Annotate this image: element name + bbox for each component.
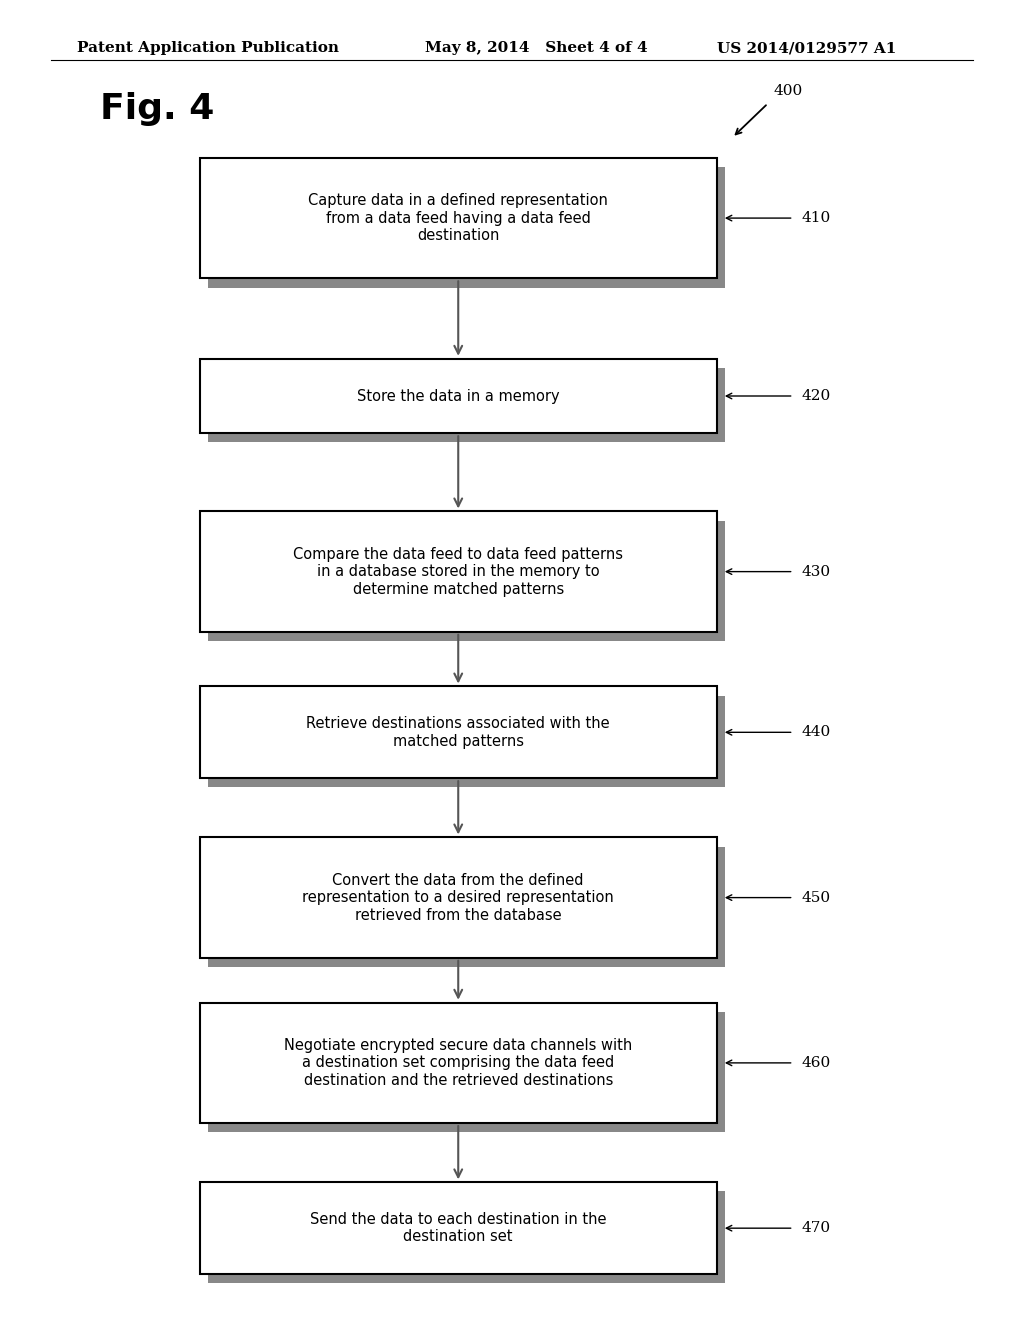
Bar <box>208 846 725 968</box>
Bar <box>208 1192 725 1283</box>
Bar <box>200 686 717 779</box>
Bar <box>208 1012 725 1133</box>
Text: 410: 410 <box>802 211 831 226</box>
Bar <box>200 837 717 958</box>
Text: May 8, 2014   Sheet 4 of 4: May 8, 2014 Sheet 4 of 4 <box>425 41 647 55</box>
Text: Convert the data from the defined
representation to a desired representation
ret: Convert the data from the defined repres… <box>302 873 614 923</box>
Text: 440: 440 <box>802 725 831 739</box>
Text: 430: 430 <box>802 565 830 578</box>
Bar <box>208 520 725 642</box>
Bar <box>200 1003 717 1123</box>
Bar <box>200 359 717 433</box>
Text: Patent Application Publication: Patent Application Publication <box>77 41 339 55</box>
Text: Fig. 4: Fig. 4 <box>100 92 215 125</box>
Bar <box>200 158 717 279</box>
Text: Negotiate encrypted secure data channels with
a destination set comprising the d: Negotiate encrypted secure data channels… <box>284 1038 633 1088</box>
Text: 460: 460 <box>802 1056 831 1071</box>
Text: Send the data to each destination in the
destination set: Send the data to each destination in the… <box>310 1212 606 1245</box>
Text: 400: 400 <box>773 83 803 98</box>
Bar <box>200 511 717 632</box>
Text: Retrieve destinations associated with the
matched patterns: Retrieve destinations associated with th… <box>306 717 610 748</box>
Text: Store the data in a memory: Store the data in a memory <box>357 388 559 404</box>
Text: Capture data in a defined representation
from a data feed having a data feed
des: Capture data in a defined representation… <box>308 193 608 243</box>
Bar <box>208 168 725 288</box>
Text: 470: 470 <box>802 1221 830 1236</box>
Bar <box>200 1183 717 1274</box>
Text: 420: 420 <box>802 389 831 403</box>
Text: 450: 450 <box>802 891 830 904</box>
Text: Compare the data feed to data feed patterns
in a database stored in the memory t: Compare the data feed to data feed patte… <box>293 546 624 597</box>
Bar <box>208 696 725 788</box>
Bar <box>208 368 725 442</box>
Text: US 2014/0129577 A1: US 2014/0129577 A1 <box>717 41 896 55</box>
